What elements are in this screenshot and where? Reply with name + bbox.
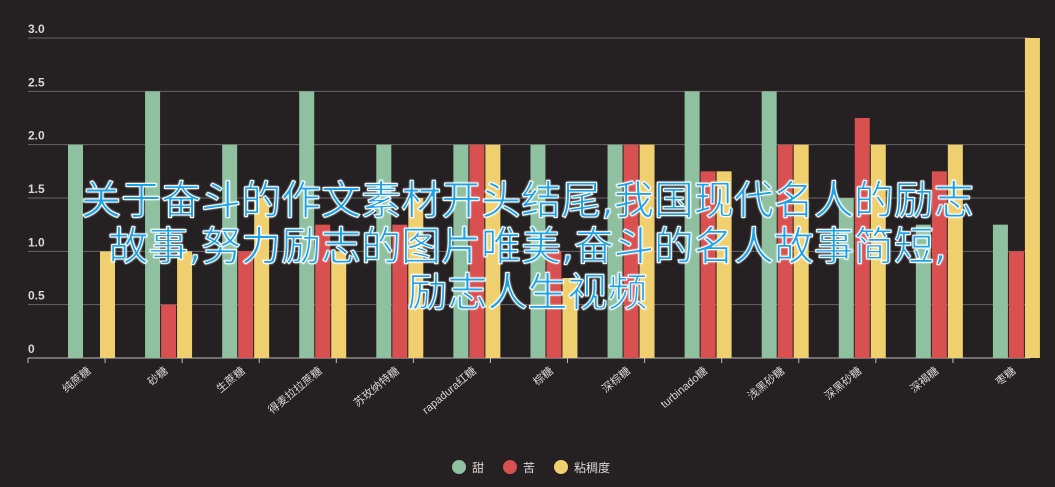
x-tick-label: 枣糖	[992, 364, 1018, 389]
x-tick-label: 得麦拉拉蔗糖	[265, 364, 325, 417]
x-tick-label: 深褐糖	[907, 364, 941, 396]
bar-viscosity	[793, 144, 809, 358]
bar-viscosity	[716, 171, 732, 358]
bar-bitter	[931, 171, 947, 358]
bar-sweet	[607, 144, 623, 358]
x-tick-label: 苏玫纳特糖	[351, 364, 402, 410]
bar-viscosity	[639, 144, 655, 358]
bar-bitter	[238, 251, 254, 358]
bar-viscosity	[485, 144, 501, 358]
legend-label: 苦	[523, 461, 535, 475]
bar-viscosity	[254, 198, 270, 358]
x-tick-label: rapadura红糖	[419, 364, 479, 417]
x-tick-label: 浅黑砂糖	[744, 364, 787, 403]
bar-bitter	[392, 224, 408, 358]
bar-sweet	[145, 91, 161, 358]
bar-bitter	[315, 224, 331, 358]
bar-sweet	[530, 144, 546, 358]
x-tick-label: 深棕糖	[599, 364, 633, 396]
x-tick-label: turbinado糖	[657, 364, 710, 411]
bar-sweet	[992, 224, 1008, 358]
bar-viscosity	[331, 251, 347, 358]
legend-label: 粘稠度	[574, 460, 610, 475]
bar-sweet	[376, 144, 392, 358]
bar-sweet	[761, 91, 777, 358]
bar-sweet	[68, 144, 83, 358]
legend-label: 甜	[472, 461, 484, 475]
y-tick-label: 2.5	[28, 75, 45, 89]
bar-bitter	[469, 144, 485, 358]
x-tick-label: 砂糖	[145, 364, 171, 389]
bar-sweet	[299, 91, 315, 358]
bar-bitter	[546, 251, 562, 358]
bar-bitter	[854, 118, 870, 358]
bar-bitter	[1008, 251, 1024, 358]
y-tick-label: 0	[28, 342, 35, 356]
y-tick-label: 2.0	[28, 129, 45, 143]
y-tick-label: 1.5	[28, 182, 45, 196]
bar-viscosity	[1024, 38, 1040, 358]
bar-bitter	[700, 171, 716, 358]
legend-marker	[452, 460, 466, 474]
bar-sweet	[838, 198, 854, 358]
y-tick-label: 0.5	[28, 289, 45, 303]
bar-sweet	[915, 224, 931, 358]
bar-sweet	[453, 144, 469, 358]
bar-bitter	[623, 144, 639, 358]
bar-bitter	[777, 144, 793, 358]
y-tick-label: 1.0	[28, 235, 45, 249]
legend-marker	[554, 460, 568, 474]
bar-viscosity	[100, 251, 115, 358]
x-tick-label: 生蔗糖	[213, 364, 247, 396]
bar-bitter	[161, 304, 177, 358]
x-tick-label: 深黑砂糖	[821, 364, 864, 403]
y-tick-label: 3.0	[28, 22, 45, 36]
bar-sweet	[222, 144, 238, 358]
bar-sweet	[684, 91, 700, 358]
x-tick-label: 纯蔗糖	[59, 364, 93, 396]
bar-viscosity	[562, 278, 578, 358]
bar-viscosity	[870, 144, 886, 358]
x-tick-label: 棕糖	[530, 364, 556, 389]
legend-marker	[503, 460, 517, 474]
bar-viscosity	[408, 198, 424, 358]
bar-viscosity	[947, 144, 963, 358]
bar-viscosity	[177, 251, 193, 358]
